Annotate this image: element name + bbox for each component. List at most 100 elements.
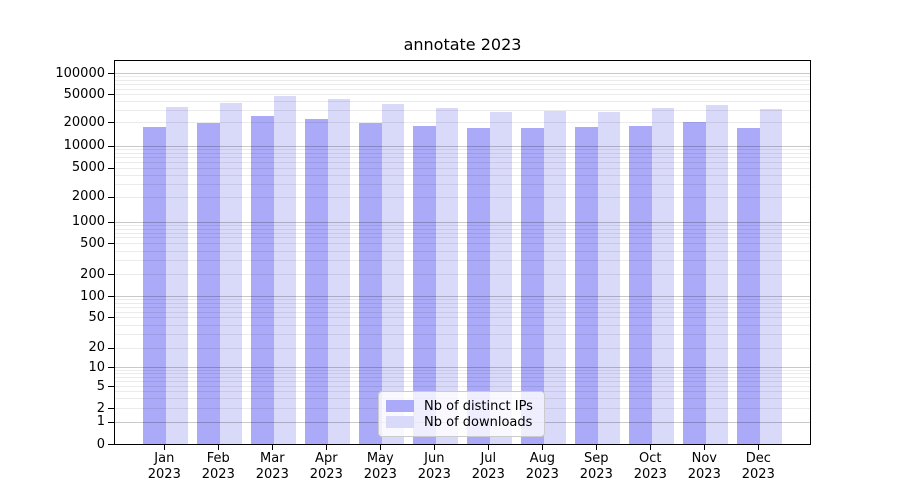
x-tick-mark — [271, 445, 273, 450]
x-tick-mark — [379, 445, 381, 450]
bar-distinct-ips-may — [359, 122, 382, 444]
y-tick-label-2: 2 — [96, 400, 105, 416]
bar-downloads-aug — [543, 110, 567, 444]
y-tick-mark — [108, 221, 114, 223]
x-tick-label-mar: Mar 2023 — [244, 451, 300, 483]
x-tick-month: Dec — [745, 451, 771, 466]
y-tick-label-200: 200 — [80, 266, 105, 282]
x-tick-year: 2023 — [363, 467, 397, 482]
y-tick-mark — [108, 347, 114, 349]
x-tick-year: 2023 — [255, 467, 289, 482]
x-tick-mark — [433, 445, 435, 450]
bar-downloads-feb — [219, 103, 243, 444]
x-tick-month: Mar — [260, 451, 285, 466]
x-tick-mark — [649, 445, 651, 450]
x-tick-mark — [163, 445, 165, 450]
chart-title: annotate 2023 — [403, 35, 522, 54]
y-tick-label-10000: 10000 — [63, 138, 105, 154]
y-tick-mark — [108, 317, 114, 319]
x-tick-label-oct: Oct 2023 — [622, 451, 678, 483]
y-tick-mark — [108, 408, 114, 410]
legend-item-distinct-ips: Nb of distinct IPs — [386, 398, 536, 414]
x-tick-month: Jan — [154, 451, 175, 466]
y-tick-label-20: 20 — [88, 340, 105, 356]
x-tick-month: Feb — [206, 451, 230, 466]
x-tick-month: Jun — [424, 451, 445, 466]
gridline-minor — [115, 88, 810, 90]
y-tick-label-10: 10 — [88, 359, 105, 375]
bar-distinct-ips-jun — [413, 125, 436, 444]
x-tick-label-jul: Jul 2023 — [460, 451, 516, 483]
legend: Nb of distinct IPs Nb of downloads — [378, 391, 545, 437]
gridline-major — [115, 73, 810, 75]
bar-downloads-oct — [651, 108, 675, 444]
x-tick-year: 2023 — [471, 467, 505, 482]
bar-distinct-ips-oct — [629, 126, 652, 444]
y-tick-mark — [108, 421, 114, 423]
bar-distinct-ips-sep — [575, 126, 598, 444]
y-tick-mark — [108, 274, 114, 276]
bar-downloads-sep — [597, 111, 621, 444]
gridline-minor — [115, 101, 810, 103]
y-tick-label-50000: 50000 — [63, 86, 105, 102]
x-tick-mark — [325, 445, 327, 450]
bar-distinct-ips-feb — [197, 122, 220, 444]
y-tick-mark — [108, 243, 114, 245]
x-tick-label-jan: Jan 2023 — [136, 451, 192, 483]
y-tick-label-100000: 100000 — [55, 65, 105, 81]
legend-item-downloads: Nb of downloads — [386, 414, 536, 430]
gridline-minor — [115, 94, 810, 96]
bar-downloads-nov — [705, 105, 729, 444]
bar-downloads-apr — [327, 99, 351, 444]
bar-distinct-ips-jul — [467, 128, 490, 444]
x-tick-month: Oct — [639, 451, 662, 466]
x-tick-month: Apr — [315, 451, 338, 466]
gridline-minor — [115, 76, 810, 78]
y-tick-label-50: 50 — [88, 309, 105, 325]
legend-swatch-downloads — [386, 416, 414, 428]
y-tick-label-5: 5 — [96, 378, 105, 394]
y-tick-label-500: 500 — [80, 235, 105, 251]
x-tick-year: 2023 — [525, 467, 559, 482]
y-tick-mark — [108, 296, 114, 298]
y-tick-mark — [108, 196, 114, 198]
y-tick-label-20000: 20000 — [63, 114, 105, 130]
x-tick-label-feb: Feb 2023 — [190, 451, 246, 483]
x-tick-year: 2023 — [147, 467, 181, 482]
x-tick-label-nov: Nov 2023 — [676, 451, 732, 483]
x-tick-label-apr: Apr 2023 — [298, 451, 354, 483]
x-tick-year: 2023 — [417, 467, 451, 482]
y-tick-mark — [108, 386, 114, 388]
gridline-minor — [115, 84, 810, 86]
x-tick-mark — [541, 445, 543, 450]
x-tick-year: 2023 — [309, 467, 343, 482]
x-tick-label-aug: Aug 2023 — [514, 451, 570, 483]
legend-label-downloads: Nb of downloads — [424, 414, 533, 430]
plot-area — [114, 60, 811, 445]
x-tick-year: 2023 — [687, 467, 721, 482]
y-tick-label-5000: 5000 — [71, 160, 105, 176]
y-tick-label-2000: 2000 — [71, 189, 105, 205]
y-tick-mark — [108, 145, 114, 147]
bar-distinct-ips-nov — [683, 122, 706, 444]
legend-swatch-distinct-ips — [386, 400, 414, 412]
gridline-minor — [115, 80, 810, 82]
bar-distinct-ips-dec — [737, 128, 760, 444]
x-tick-label-sep: Sep 2023 — [568, 451, 624, 483]
bar-distinct-ips-jan — [143, 127, 166, 444]
bar-downloads-may — [381, 103, 405, 444]
bar-downloads-mar — [273, 95, 297, 444]
bar-downloads-jul — [489, 112, 513, 444]
bar-downloads-jan — [165, 106, 189, 444]
x-tick-month: Aug — [529, 451, 555, 466]
x-tick-mark — [487, 445, 489, 450]
x-tick-mark — [217, 445, 219, 450]
y-tick-mark — [108, 73, 114, 75]
bar-downloads-jun — [435, 107, 459, 444]
x-tick-mark — [703, 445, 705, 450]
y-tick-mark — [108, 444, 114, 446]
y-tick-mark — [108, 94, 114, 96]
bar-downloads-dec — [759, 109, 783, 444]
y-tick-label-0: 0 — [96, 436, 105, 452]
